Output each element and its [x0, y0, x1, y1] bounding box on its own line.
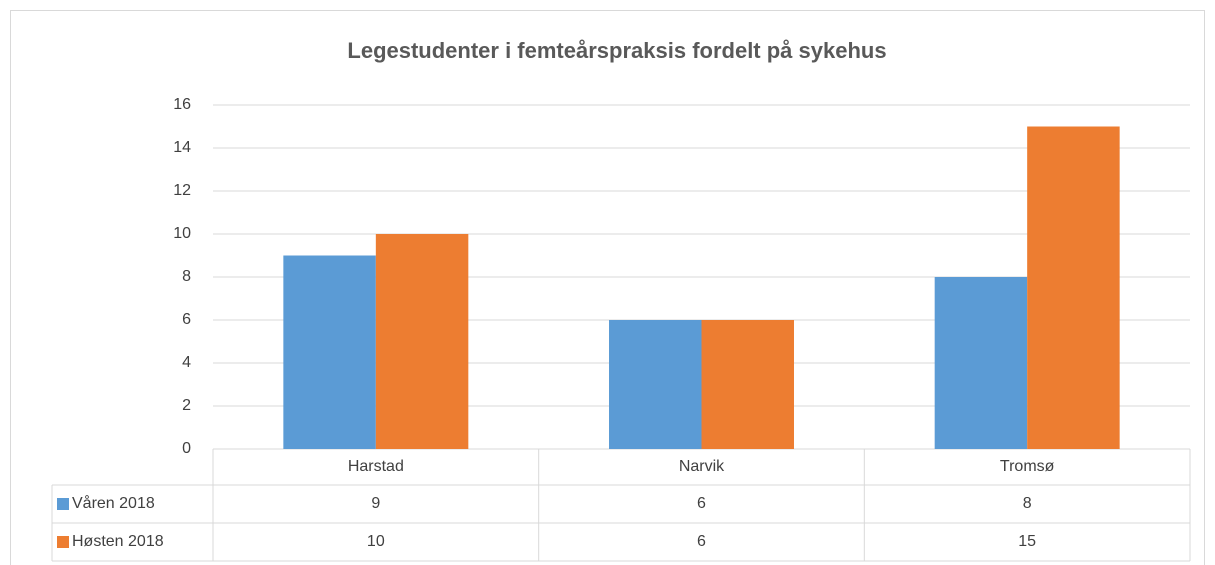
x-tick-label: Narvik: [679, 458, 725, 475]
chart-title: Legestudenter i femteårspraksis fordelt …: [347, 38, 886, 63]
y-tick-label: 6: [182, 311, 191, 328]
y-tick-label: 12: [173, 182, 191, 199]
legend-label: Høsten 2018: [72, 533, 164, 550]
legend-swatch: [57, 536, 69, 548]
table-value: 6: [697, 533, 706, 550]
y-tick-label: 2: [182, 397, 191, 414]
table-value: 8: [1023, 495, 1032, 512]
table-value: 15: [1018, 533, 1036, 550]
y-tick-label: 16: [173, 96, 191, 113]
y-tick-label: 14: [173, 139, 191, 156]
bar: [1027, 126, 1120, 449]
table-value: 6: [697, 495, 706, 512]
x-tick-label: Harstad: [348, 458, 404, 475]
bar: [283, 255, 376, 449]
y-tick-label: 8: [182, 268, 191, 285]
table-value: 10: [367, 533, 385, 550]
legend-swatch: [57, 498, 69, 510]
table-value: 9: [371, 495, 380, 512]
y-tick-label: 4: [182, 354, 191, 371]
x-tick-label: Tromsø: [1000, 458, 1055, 475]
bar: [934, 277, 1028, 449]
y-tick-label: 0: [182, 440, 191, 457]
legend-label: Våren 2018: [72, 494, 155, 512]
bar: [701, 320, 794, 449]
bar: [375, 234, 469, 449]
y-tick-label: 10: [173, 225, 191, 242]
bar: [609, 320, 702, 449]
